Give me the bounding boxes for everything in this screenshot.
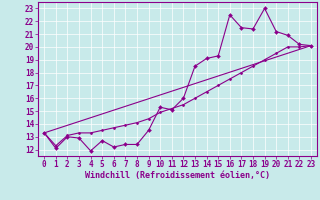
X-axis label: Windchill (Refroidissement éolien,°C): Windchill (Refroidissement éolien,°C): [85, 171, 270, 180]
